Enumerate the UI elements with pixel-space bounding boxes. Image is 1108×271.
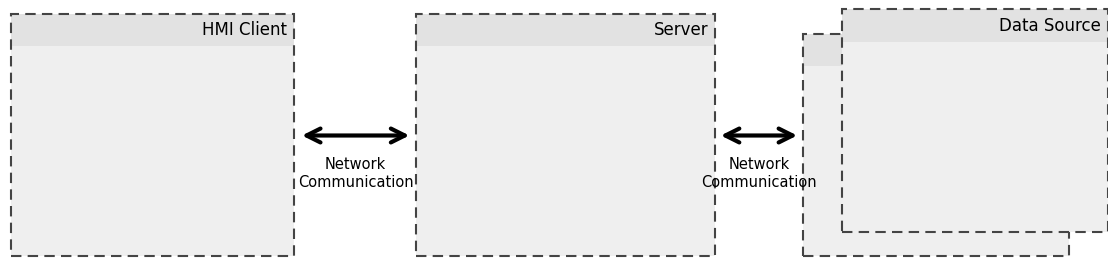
Bar [842,9,1108,232]
Bar [416,14,715,256]
Bar [11,14,294,256]
Bar [416,14,715,46]
Text: HMI Client: HMI Client [202,21,287,39]
Bar [842,9,1108,42]
Text: Network
Communication: Network Communication [298,157,413,190]
Text: Data Source: Data Source [961,41,1063,59]
Bar [11,14,294,46]
Bar [11,14,294,256]
Bar [842,9,1108,232]
Text: Server: Server [654,21,708,39]
Bar [803,34,1069,256]
Text: Network
Communication: Network Communication [701,157,817,190]
Bar [803,34,1069,256]
Bar [416,14,715,256]
Bar [803,34,1069,66]
Text: Data Source: Data Source [999,17,1101,35]
